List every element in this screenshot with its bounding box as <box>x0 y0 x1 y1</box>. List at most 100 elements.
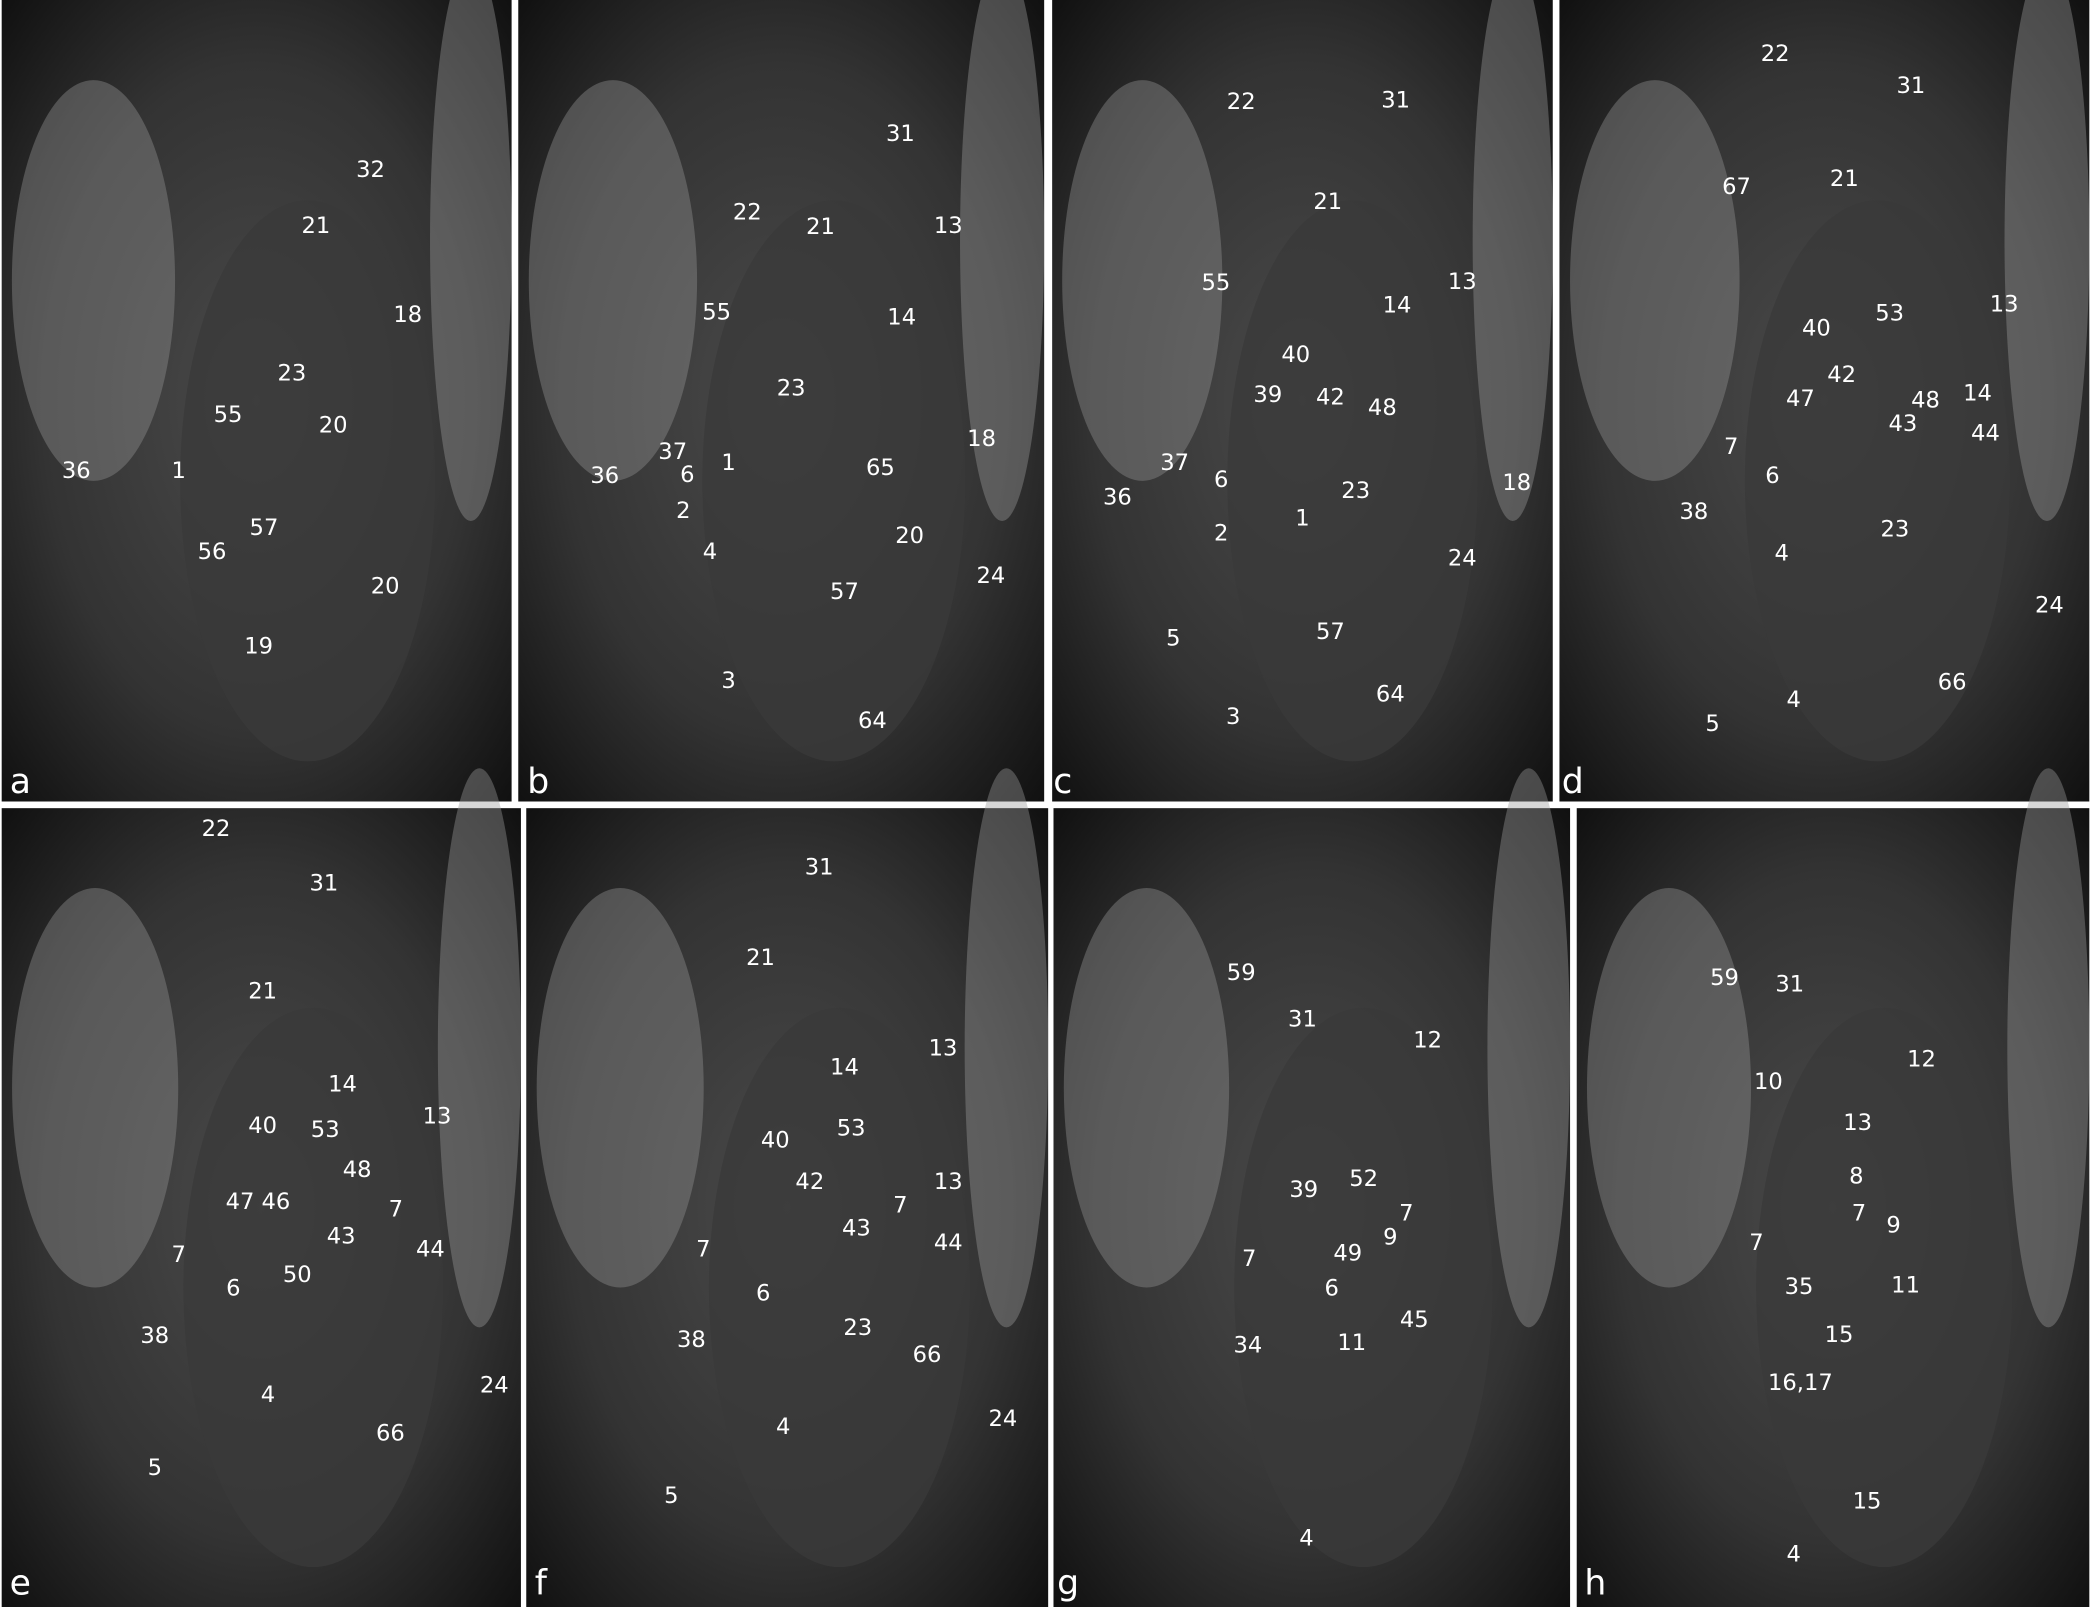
structure-label: 34 <box>1233 1333 1262 1359</box>
structure-label: 18 <box>967 426 996 452</box>
structure-label: 6 <box>680 462 694 488</box>
structure-label: 9 <box>1886 1213 1900 1239</box>
mri-panel: 31 22 21 13 55 14 40 39 42 48 37 6 18 36 23 1 2 24 57 5 64 3 c <box>1052 0 1553 802</box>
muscle <box>180 200 436 762</box>
structure-label: 9 <box>1383 1225 1397 1251</box>
structure-label: 7 <box>696 1237 710 1263</box>
structure-label: 19 <box>244 634 273 660</box>
structure-label: 44 <box>934 1230 963 1256</box>
structure-label: 23 <box>1341 478 1370 504</box>
structure-label: 53 <box>1875 301 1904 327</box>
bright-tissue <box>430 0 512 521</box>
structure-label: 55 <box>214 402 243 428</box>
structure-label: 47 <box>226 1189 255 1215</box>
structure-label: 43 <box>1889 411 1918 437</box>
structure-label: 24 <box>977 563 1006 589</box>
structure-label: 2 <box>1214 520 1228 546</box>
structure-label: 3 <box>1226 704 1240 730</box>
structure-label: 31 <box>1381 88 1410 114</box>
structure-label: 53 <box>837 1116 866 1142</box>
structure-label: 8 <box>1849 1163 1863 1189</box>
structure-label: 55 <box>702 299 731 325</box>
structure-label: 6 <box>1765 463 1779 489</box>
panel-letter: d <box>1562 762 1584 802</box>
structure-label: 1 <box>172 458 186 484</box>
structure-label: 5 <box>1166 626 1180 652</box>
structure-label: 45 <box>1400 1307 1429 1333</box>
structure-label: 7 <box>1242 1246 1256 1272</box>
structure-label: 21 <box>746 945 775 971</box>
panel-letter: c <box>1053 762 1072 802</box>
structure-label: 22 <box>1761 41 1790 67</box>
structure-label: 42 <box>795 1169 824 1195</box>
structure-label: 57 <box>1316 619 1345 645</box>
panel-letter: e <box>10 1563 31 1603</box>
bright-tissue <box>964 768 1049 1328</box>
structure-label: 37 <box>1160 450 1189 476</box>
structure-label: 4 <box>1299 1526 1313 1552</box>
structure-label: 31 <box>805 855 834 881</box>
structure-label: 14 <box>1383 293 1412 319</box>
structure-label: 44 <box>416 1237 445 1263</box>
structure-label: 14 <box>830 1054 859 1080</box>
structure-label: 7 <box>1749 1230 1763 1256</box>
bright-tissue <box>1063 888 1230 1288</box>
structure-label: 20 <box>319 413 348 439</box>
structure-label: 4 <box>1787 687 1801 713</box>
structure-label: 7 <box>1852 1201 1866 1227</box>
bright-tissue <box>960 0 1045 521</box>
structure-label: 7 <box>893 1193 907 1219</box>
muscle <box>1234 1007 1493 1568</box>
structure-label: 67 <box>1722 174 1751 200</box>
structure-label: 4 <box>1775 540 1789 566</box>
structure-label: 31 <box>886 121 915 147</box>
mri-panel: 31 21 13 14 40 53 42 13 7 43 44 7 6 23 38 66 4 24 5 f <box>526 768 1049 1607</box>
bright-tissue <box>1570 80 1740 481</box>
structure-label: 43 <box>842 1215 871 1241</box>
structure-label: 21 <box>806 214 835 240</box>
structure-label: 39 <box>1253 382 1282 408</box>
bright-tissue <box>1062 80 1223 481</box>
structure-label: 31 <box>1775 972 1804 998</box>
structure-label: 65 <box>866 455 895 481</box>
structure-label: 2 <box>676 498 690 524</box>
structure-label: 13 <box>929 1036 958 1062</box>
structure-label: 35 <box>1785 1274 1814 1300</box>
structure-label: 39 <box>1289 1177 1318 1203</box>
structure-label: 66 <box>913 1342 942 1368</box>
mri-panel: 22 31 21 67 13 53 40 42 47 48 14 43 44 7 6 38 23 4 24 66 4 5 d <box>1559 0 2090 802</box>
structure-label: 37 <box>658 439 687 465</box>
structure-label: 13 <box>1843 1110 1872 1136</box>
structure-label: 13 <box>934 1169 963 1195</box>
structure-label: 36 <box>62 458 91 484</box>
bright-tissue <box>2004 0 2090 521</box>
structure-label: 6 <box>1214 467 1228 493</box>
muscle <box>183 1007 444 1568</box>
structure-label: 36 <box>1103 484 1132 510</box>
structure-label: 49 <box>1333 1241 1362 1267</box>
structure-label: 7 <box>1399 1201 1413 1227</box>
structure-label: 32 <box>356 157 385 183</box>
bright-tissue <box>2007 768 2090 1328</box>
bright-tissue <box>528 80 698 481</box>
structure-label: 31 <box>309 871 338 897</box>
structure-label: 36 <box>590 463 619 489</box>
bright-tissue <box>1487 768 1571 1328</box>
structure-label: 24 <box>1448 546 1477 572</box>
structure-label: 20 <box>371 574 400 600</box>
structure-label: 14 <box>328 1072 357 1098</box>
structure-label: 6 <box>756 1281 770 1307</box>
panel-letter: b <box>527 762 549 802</box>
structure-label: 13 <box>934 213 963 239</box>
structure-label: 5 <box>148 1455 162 1481</box>
structure-label: 4 <box>776 1414 790 1440</box>
muscle <box>708 1007 970 1568</box>
structure-label: 53 <box>311 1117 340 1143</box>
structure-label: 5 <box>1705 711 1719 737</box>
bright-tissue <box>11 80 176 481</box>
structure-label: 4 <box>1787 1542 1801 1568</box>
structure-label: 31 <box>1288 1006 1317 1032</box>
